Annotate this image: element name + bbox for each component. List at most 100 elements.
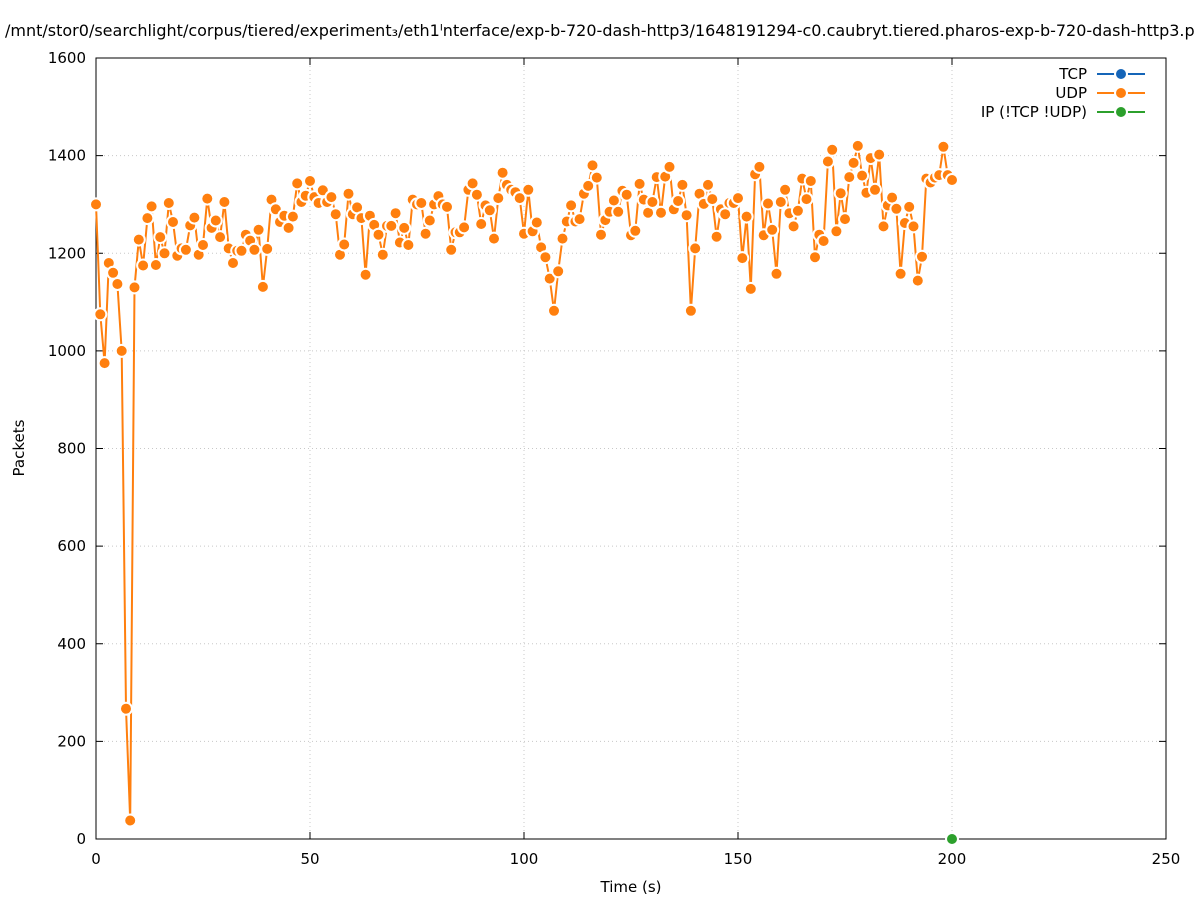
data-point — [457, 220, 472, 235]
data-point — [89, 197, 103, 212]
data-point — [255, 279, 270, 294]
series — [89, 138, 959, 846]
data-point — [521, 182, 536, 197]
y-tick-label: 600 — [57, 537, 86, 555]
data-point — [384, 218, 399, 233]
data-point — [414, 196, 429, 210]
data-point — [893, 266, 908, 281]
legend-label: IP (!TCP !UDP) — [981, 103, 1087, 121]
legend-label: UDP — [1055, 84, 1087, 102]
data-point — [632, 176, 647, 191]
data-point — [885, 190, 900, 205]
data-point — [555, 231, 570, 246]
data-point — [829, 224, 844, 239]
data-point — [850, 138, 865, 153]
data-point — [217, 195, 232, 209]
data-point — [799, 192, 814, 207]
data-point — [868, 182, 882, 197]
data-point — [375, 247, 390, 262]
data-point — [474, 217, 489, 231]
x-tick-label: 0 — [91, 850, 101, 868]
data-point — [846, 155, 861, 170]
data-point — [585, 158, 600, 173]
data-point — [619, 187, 634, 202]
legend-marker — [1114, 105, 1128, 119]
data-point — [825, 142, 840, 157]
data-point — [487, 231, 501, 246]
data-point — [213, 230, 228, 245]
data-point — [769, 266, 784, 281]
data-point — [842, 170, 857, 185]
data-point — [285, 209, 300, 224]
data-point — [140, 211, 155, 226]
legend-item: TCP — [1058, 65, 1145, 83]
data-point — [148, 258, 163, 272]
data-point — [234, 243, 249, 258]
data-point — [444, 242, 459, 257]
data-point — [654, 205, 668, 220]
data-point — [855, 168, 870, 183]
y-tick-label: 400 — [57, 635, 86, 653]
data-point — [465, 176, 480, 191]
data-point — [876, 219, 891, 234]
data-point — [328, 207, 343, 222]
y-tick-label: 0 — [76, 830, 86, 848]
data-point — [838, 212, 852, 227]
data-point — [671, 194, 686, 208]
data-point — [371, 227, 386, 242]
legend-item: UDP — [1055, 84, 1145, 102]
x-tick-label: 100 — [510, 850, 539, 868]
data-point — [495, 165, 510, 180]
data-point — [752, 159, 767, 174]
data-point — [114, 343, 129, 358]
data-point — [611, 204, 626, 219]
data-point — [739, 209, 754, 224]
data-point — [281, 220, 296, 235]
data-point — [512, 191, 527, 206]
data-point — [683, 303, 698, 318]
data-point — [551, 264, 566, 279]
x-tick-label: 250 — [1152, 850, 1181, 868]
data-point — [945, 173, 959, 187]
series-ip-tcp-udp — [945, 832, 959, 846]
data-point — [303, 174, 317, 188]
data-point — [679, 208, 694, 223]
chart-title: /mnt/stor0/searchlight/corpus/tiered/exp… — [5, 21, 1195, 40]
grid — [96, 58, 1166, 839]
data-point — [547, 303, 561, 318]
data-point — [119, 701, 133, 716]
legend-label: TCP — [1058, 65, 1087, 83]
data-point — [889, 201, 904, 216]
data-point — [529, 215, 544, 230]
data-point — [701, 177, 715, 192]
data-point — [910, 273, 925, 288]
axis-ticks: 0 50 100 150 200 250 0 200 400 600 800 1000 1200 1400… — [48, 49, 1181, 868]
data-point — [97, 356, 112, 371]
data-point — [127, 280, 142, 295]
data-point — [786, 219, 801, 234]
data-point — [260, 241, 275, 256]
data-point — [790, 203, 805, 218]
data-point — [675, 177, 690, 192]
data-point — [743, 281, 758, 296]
x-tick-label: 150 — [724, 850, 753, 868]
data-point — [662, 159, 677, 174]
data-point — [469, 187, 484, 202]
data-point — [110, 277, 125, 291]
data-point — [251, 222, 266, 237]
data-point — [645, 195, 660, 209]
data-point — [731, 191, 745, 206]
data-point — [778, 182, 793, 197]
legend-item: IP (!TCP !UDP) — [981, 103, 1145, 121]
data-point — [388, 206, 403, 221]
data-point — [397, 220, 412, 235]
data-point — [123, 813, 138, 828]
data-point — [200, 191, 215, 206]
data-point — [422, 213, 437, 228]
y-tick-label: 1600 — [48, 49, 86, 67]
data-point — [709, 229, 724, 244]
series-udp — [89, 138, 959, 828]
y-tick-label: 1200 — [48, 244, 86, 262]
data-point — [106, 265, 121, 280]
